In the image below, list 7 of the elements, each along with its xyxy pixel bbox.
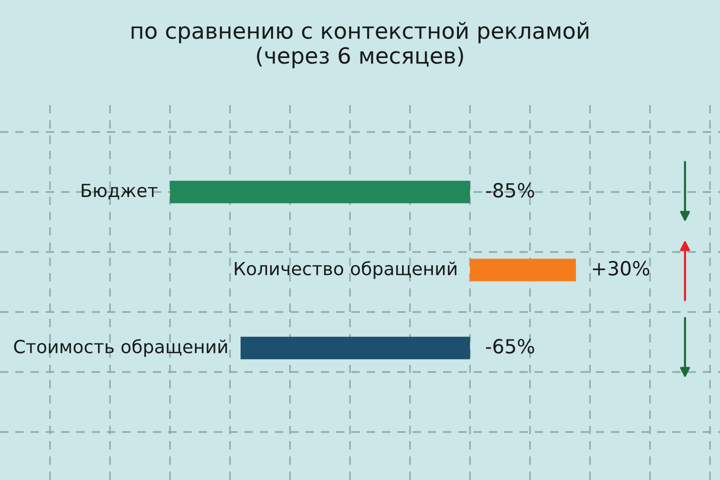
y-tick-label: Бюджет (82, 184, 158, 200)
data-label: +30% (592, 260, 650, 276)
data-label: -85% (486, 182, 534, 198)
y-tick-label: Количество обращений (234, 261, 456, 279)
data-label: -65% (486, 338, 534, 354)
y-tick-label: Стоимость обращений (14, 339, 227, 357)
chart-title: по сравнению с контекстной рекламой (через 6 месяцев) (132, 22, 588, 68)
